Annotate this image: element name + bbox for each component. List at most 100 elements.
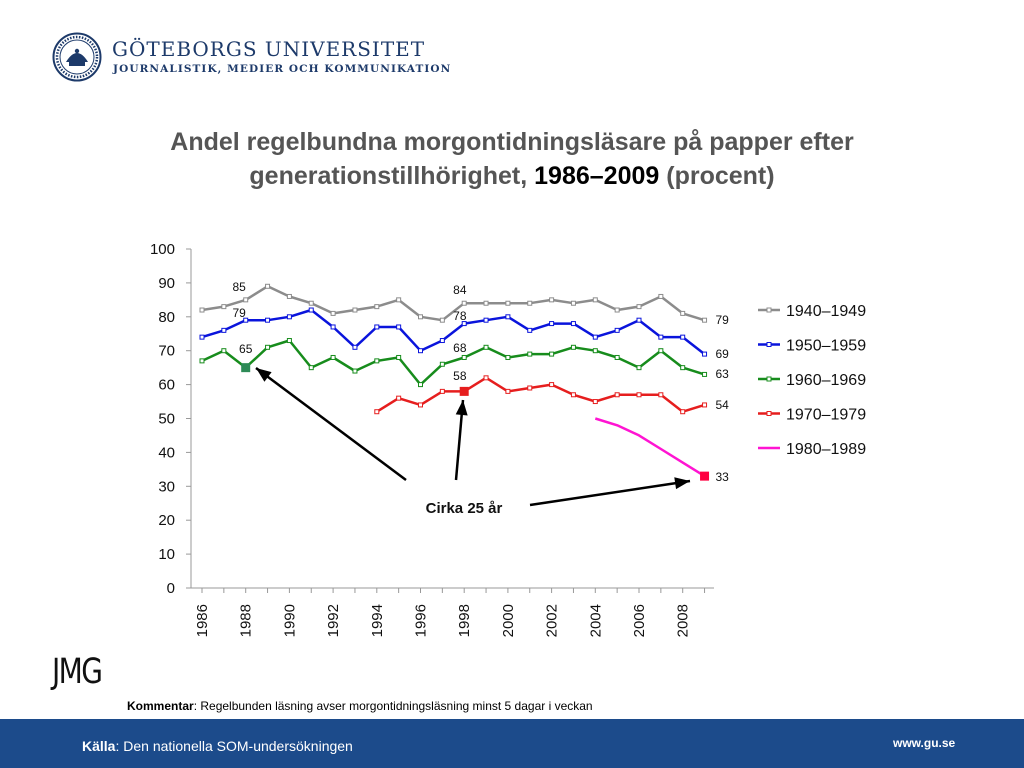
jmg-logo: JMG [52,652,103,692]
data-point [570,300,576,306]
arrow-to-1988-shaft [255,366,407,482]
data-point [330,354,336,360]
data-point [483,375,489,381]
data-point [396,395,402,401]
data-label: 58 [453,369,467,383]
university-name: GÖTEBORGS UNIVERSITET [112,37,426,61]
university-header: GÖTEBORGS UNIVERSITET JOURNALISTIK, MEDI… [52,32,492,84]
x-tick-label: 1986 [194,604,211,637]
arrow-to-2009-shaft [529,479,691,507]
arrow-to-2009-head [674,477,690,490]
x-tick-label: 2004 [587,604,604,637]
data-label: 65 [239,342,253,356]
comment-label: Kommentar [127,699,194,713]
y-tick-label: 30 [158,478,175,495]
data-label: 69 [715,347,729,361]
data-label: 79 [715,313,729,327]
data-point [549,297,555,303]
data-point [505,314,511,320]
x-tick-label: 1998 [456,604,473,637]
legend-label-0: 1940–1949 [786,303,866,320]
data-point [308,365,314,371]
source-note: Källa: Den nationella SOM-undersökningen [82,738,353,754]
data-point [243,317,249,323]
data-point [702,317,708,323]
data-point [243,297,249,303]
x-tick-label: 1996 [413,604,430,637]
data-point [396,324,402,330]
chart-title-line1: Andel regelbundna morgontidningsläsare p… [170,128,854,156]
footer-bar: Källa: Den nationella SOM-undersökningen… [0,719,1024,768]
data-point [330,324,336,330]
data-point [308,307,314,313]
data-label: 85 [232,280,246,294]
y-tick-label: 80 [158,309,175,326]
data-point [570,344,576,350]
data-label: 84 [453,283,467,297]
y-tick-label: 50 [158,411,175,428]
data-point [439,388,445,394]
data-point [265,317,271,323]
data-point [614,392,620,398]
data-label: 78 [453,309,467,323]
y-tick-label: 90 [158,275,175,292]
data-point [286,314,292,320]
data-point [636,365,642,371]
legend-label-2: 1960–1969 [786,372,866,389]
data-point [527,351,533,357]
data-point [570,321,576,327]
data-point [439,338,445,344]
data-point [658,392,664,398]
data-point [680,334,686,340]
website-link[interactable]: www.gu.se [893,736,956,750]
title-years: 1986–2009 [534,162,660,190]
data-point [286,338,292,344]
legend-label-4: 1980–1989 [786,441,866,458]
data-point [221,348,227,354]
data-point [286,293,292,299]
data-point [396,297,402,303]
data-point [374,324,380,330]
data-point [221,327,227,333]
series-line-3 [376,376,705,413]
data-point [702,402,708,408]
y-tick-label: 100 [150,241,175,258]
data-point [527,327,533,333]
legend-label-3: 1970–1979 [786,407,866,424]
title-prefix: generationstillhörighet, [249,162,528,190]
legend-marker-1 [766,342,772,347]
x-tick-label: 1992 [325,604,342,637]
data-point [265,344,271,350]
data-point [308,300,314,306]
y-tick-label: 40 [158,444,175,461]
data-point [614,327,620,333]
data-point [592,334,598,340]
data-point [549,351,555,357]
x-tick-label: 1994 [369,604,386,637]
data-point [636,304,642,310]
data-point [549,321,555,327]
data-point [461,300,467,306]
data-point [592,297,598,303]
data-point [527,385,533,391]
series-line-0 [201,285,705,322]
data-point [658,348,664,354]
x-tick-label: 1988 [238,604,255,637]
callout-label: Cirka 25 år [426,500,503,517]
data-point [527,300,533,306]
data-point [199,307,205,313]
data-point [658,334,664,340]
arrow-to-1988-head [256,368,272,382]
data-point [265,283,271,289]
y-tick-label: 70 [158,343,175,360]
legend-marker-3 [766,411,772,416]
data-point [418,402,423,408]
data-point [483,300,489,306]
data-point [483,317,489,323]
x-tick-label: 2008 [675,604,692,637]
data-point [418,348,423,354]
legend-label-1: 1950–1959 [786,338,866,355]
data-point [636,392,642,398]
data-label: 68 [453,341,467,355]
